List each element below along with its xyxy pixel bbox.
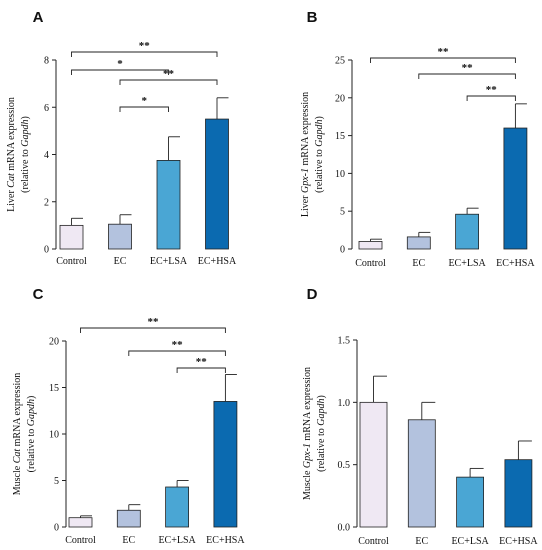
panel-d-bar <box>359 401 388 528</box>
panel-a-ytick-label: 0 <box>44 245 49 256</box>
panel-d-ytick-label: 1.5 <box>338 336 351 347</box>
panel-a-category-label: Control <box>56 256 87 267</box>
panel-d-bar <box>504 459 533 528</box>
panel-d-ylabel: Muscle Gpx-1 mRNA expression <box>302 367 313 500</box>
panel-b-bar <box>503 127 528 250</box>
panel-a-category-label: EC+LSA <box>150 256 188 267</box>
panel-c-bar <box>213 401 238 528</box>
panel-c-bar <box>165 486 190 528</box>
panel-a-bar <box>156 160 181 250</box>
panel-c-ytick-label: 0 <box>54 523 59 534</box>
panel-b-bar <box>406 236 431 250</box>
panel-c-ytick-label: 20 <box>49 337 59 348</box>
panel-b-ytick-label: 15 <box>335 131 345 142</box>
panel-c-category-label: EC+HSA <box>206 535 245 546</box>
panel-a-ytick-label: 6 <box>44 103 49 114</box>
panel-c-significance-bracket <box>128 350 226 356</box>
panel-b-ytick-label: 0 <box>340 245 345 256</box>
panel-a-bar <box>59 224 84 250</box>
panel-d-ylabel-2: (relative to Gapdh) <box>316 395 327 472</box>
panel-a-ytick-label: 4 <box>44 150 49 161</box>
panel-a-category-label: EC <box>114 256 127 267</box>
panel-b-bar <box>455 213 480 250</box>
panel-b-ytick-label: 25 <box>335 56 345 67</box>
panel-a-ytick-label: 2 <box>44 197 49 208</box>
panel-a-ylabel-2: (relative to Gapdh) <box>20 116 31 193</box>
panel-b-significance-label: ** <box>437 46 449 58</box>
panel-a-significance-bracket <box>119 106 169 112</box>
panel-a-significance-label: * <box>142 95 148 107</box>
panel-c-significance-label: ** <box>172 339 184 351</box>
panel-c-ytick-label: 15 <box>49 383 59 394</box>
panel-d-bar <box>456 476 485 528</box>
panel-b-significance-bracket <box>418 73 516 79</box>
panel-c-bar <box>116 509 141 528</box>
panel-b-ylabel-2: (relative to Gapdh) <box>314 116 325 193</box>
panel-b-significance-bracket <box>370 57 516 63</box>
panel-b-ytick-label: 10 <box>335 169 345 180</box>
panel-d-category-label: EC <box>415 536 428 547</box>
panel-c-significance-label: ** <box>196 356 208 368</box>
panel-c-category-label: Control <box>65 535 96 546</box>
panel-a-bar <box>205 118 229 250</box>
panel-a-category-label: EC+HSA <box>198 256 237 267</box>
panel-c-ytick-label: 5 <box>54 476 59 487</box>
panel-d-ytick-label: 0.0 <box>338 523 351 534</box>
panel-b-ytick-label: 20 <box>335 93 345 104</box>
panel-d-category-label: Control <box>358 536 389 547</box>
panel-d-category-label: EC+LSA <box>451 536 489 547</box>
panel-a-significance-label: ** <box>139 40 151 52</box>
panel-b-bar <box>358 241 383 250</box>
panel-c-ylabel-2: (relative to Gapdh) <box>26 396 37 473</box>
panel-b-significance-label: ** <box>486 84 498 96</box>
panel-a-significance-bracket <box>71 69 169 75</box>
panel-d-ytick-label: 0.5 <box>338 460 351 471</box>
panel-d-label: D <box>307 286 318 303</box>
panel-a-significance-label: * <box>117 58 123 70</box>
panel-a-bar <box>108 223 132 250</box>
panel-d-ytick-label: 1.0 <box>338 398 351 409</box>
panel-c-ylabel: Muscle Cat mRNA expression <box>12 373 23 496</box>
panel-b-ytick-label: 5 <box>340 207 345 218</box>
panel-b-category-label: EC <box>412 258 425 269</box>
panel-a-label: A <box>33 9 44 26</box>
panel-b-significance-label: ** <box>462 62 474 74</box>
panel-a-significance-label: ** <box>163 68 175 80</box>
panel-b-category-label: EC+HSA <box>496 258 535 269</box>
panel-b-significance-bracket <box>466 95 516 101</box>
panel-c-significance-bracket <box>176 367 226 373</box>
panel-b-category-label: Control <box>355 258 386 269</box>
panel-d-bar <box>407 419 436 528</box>
panel-c-ytick-label: 10 <box>49 430 59 441</box>
panel-c-category-label: EC <box>122 535 135 546</box>
panel-a-significance-bracket <box>119 79 218 85</box>
panel-c-label: C <box>33 286 44 303</box>
panel-c-significance-bracket <box>80 327 226 333</box>
panel-b-ylabel: Liver Gpx-1 mRNA expression <box>300 92 311 217</box>
panel-d-category-label: EC+HSA <box>499 536 538 547</box>
panel-c-category-label: EC+LSA <box>158 535 196 546</box>
panel-b-category-label: EC+LSA <box>448 258 486 269</box>
panel-b-label: B <box>307 9 318 26</box>
panel-c-significance-label: ** <box>147 316 159 328</box>
panel-c-bar <box>68 517 93 528</box>
panel-a-ylabel: Liver Cat mRNA expression <box>6 97 17 212</box>
panel-a-ytick-label: 8 <box>44 56 49 67</box>
panel-a-significance-bracket <box>71 51 218 57</box>
